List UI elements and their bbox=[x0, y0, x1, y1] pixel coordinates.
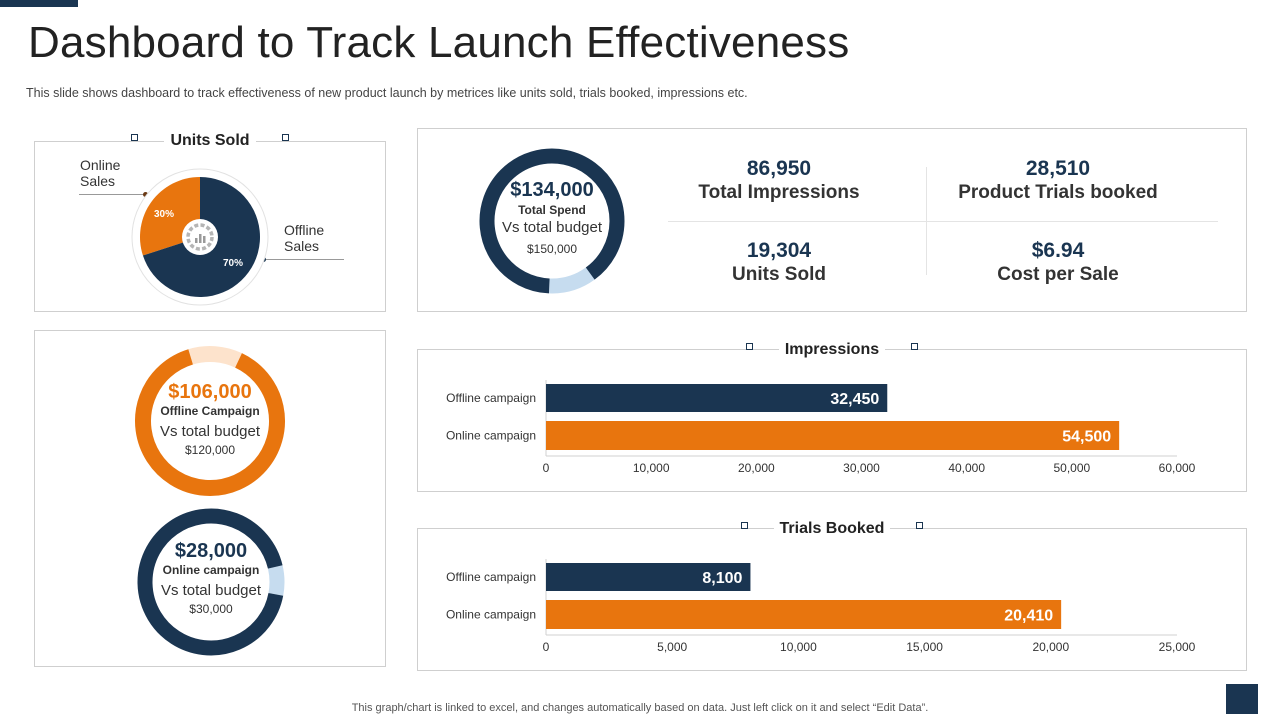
impressions-bar-chart: Offline campaign 32,450 Online campaign 54,… bbox=[446, 380, 1196, 475]
offline-campaign-donut-chart bbox=[135, 346, 285, 496]
total-spend-donut-chart bbox=[479, 148, 625, 294]
offline-campaign-label: Offline Campaign bbox=[160, 404, 260, 418]
trials-booked-title: Trials Booked bbox=[418, 520, 1246, 538]
chart-gear-icon bbox=[186, 223, 214, 251]
impressions-title: Impressions bbox=[418, 341, 1246, 359]
campaign-budget-panel: $106,000 Offline Campaign Vs total budge… bbox=[34, 330, 386, 667]
bar-online-impressions bbox=[546, 421, 1120, 450]
kpi-divider-horizontal bbox=[668, 221, 1218, 222]
online-campaign-donut: $28,000 Online campaign Vs total budget … bbox=[136, 507, 286, 657]
page-subtitle: This slide shows dashboard to track effe… bbox=[26, 86, 748, 100]
title-deco-left bbox=[745, 343, 753, 351]
category-label: Offline campaign bbox=[446, 391, 536, 405]
offline-campaign-budget: $120,000 bbox=[184, 443, 236, 457]
x-tick-label: 10,000 bbox=[633, 461, 670, 475]
x-tick-label: 25,000 bbox=[1159, 640, 1196, 654]
bar-value-label: 54,500 bbox=[1062, 429, 1111, 446]
offline-sales-leader bbox=[264, 259, 344, 260]
offline-campaign-value: $106,000 bbox=[168, 381, 252, 403]
online-campaign-budget: $30,000 bbox=[189, 602, 233, 616]
title-deco-right bbox=[916, 522, 924, 530]
impressions-panel: Impressions Offline campaign 32,450 Online… bbox=[417, 341, 1247, 492]
donut-remaining-arc bbox=[267, 565, 285, 596]
kpi-divider-vertical bbox=[926, 167, 927, 275]
online-sales-leader bbox=[79, 194, 145, 195]
total-spend-label: Total Spend bbox=[518, 203, 586, 217]
x-tick-label: 30,000 bbox=[843, 461, 880, 475]
donut-spent-arc bbox=[137, 508, 284, 656]
online-campaign-value: $28,000 bbox=[174, 540, 248, 562]
kpi-value: 86,950 bbox=[746, 157, 812, 180]
x-tick-label: 0 bbox=[543, 640, 550, 654]
kpi-label: Total Impressions bbox=[698, 182, 860, 203]
x-tick-label: 5,000 bbox=[657, 640, 687, 654]
pie-label-online: 30% bbox=[154, 209, 174, 220]
kpi-panel: $134,000 Total Spend Vs total budget $15… bbox=[417, 128, 1247, 312]
online-sales-marker bbox=[143, 192, 148, 197]
bar-value-label: 20,410 bbox=[1004, 608, 1053, 625]
bar-offline-trials bbox=[546, 563, 751, 591]
trials-booked-bar-chart: Offline campaign 8,100 Online campaign 20,4… bbox=[446, 559, 1196, 654]
title-deco-left bbox=[740, 522, 748, 530]
kpi-units-sold: 19,304 Units Sold bbox=[639, 239, 919, 286]
x-tick-label: 15,000 bbox=[906, 640, 943, 654]
bar-value-label: 32,450 bbox=[830, 391, 879, 408]
online-sales-label: Online Sales bbox=[80, 157, 121, 189]
x-tick-label: 20,000 bbox=[1032, 640, 1069, 654]
kpi-label: Cost per Sale bbox=[997, 264, 1119, 285]
total-spend-donut: $134,000 Total Spend Vs total budget $15… bbox=[478, 147, 626, 295]
category-label: Online campaign bbox=[446, 429, 536, 443]
units-sold-pie-chart: 30% 70% bbox=[131, 168, 269, 306]
donut-remaining-arc bbox=[188, 346, 242, 368]
offline-campaign-donut: $106,000 Offline Campaign Vs total budge… bbox=[134, 345, 286, 497]
kpi-label: Product Trials booked bbox=[958, 182, 1158, 203]
kpi-value: $6.94 bbox=[1031, 239, 1085, 262]
bar-online-trials bbox=[546, 600, 1062, 629]
title-deco-right bbox=[281, 134, 289, 142]
category-label: Offline campaign bbox=[446, 570, 536, 584]
kpi-value: 19,304 bbox=[746, 239, 812, 262]
total-spend-vs: Vs total budget bbox=[501, 219, 603, 236]
kpi-product-trials: 28,510 Product Trials booked bbox=[918, 157, 1198, 204]
title-deco-left bbox=[131, 134, 139, 142]
bar-value-label: 8,100 bbox=[702, 570, 742, 587]
kpi-cost-per-sale: $6.94 Cost per Sale bbox=[918, 239, 1198, 286]
donut-spent-arc bbox=[479, 148, 625, 294]
trials-booked-panel: Trials Booked Offline campaign 8,100 Onlin… bbox=[417, 520, 1247, 671]
units-sold-panel: Units Sold Online Sales Offline Sales 30… bbox=[34, 132, 386, 312]
x-tick-label: 0 bbox=[543, 461, 550, 475]
x-tick-label: 60,000 bbox=[1159, 461, 1196, 475]
page-title: Dashboard to Track Launch Effectiveness bbox=[28, 18, 850, 67]
donut-spent-arc bbox=[135, 349, 285, 496]
online-campaign-vs: Vs total budget bbox=[160, 582, 262, 599]
units-sold-title: Units Sold bbox=[35, 132, 385, 150]
offline-campaign-vs: Vs total budget bbox=[159, 423, 261, 440]
x-tick-label: 20,000 bbox=[738, 461, 775, 475]
x-tick-label: 10,000 bbox=[780, 640, 817, 654]
total-spend-budget: $150,000 bbox=[526, 242, 578, 256]
bar-offline-impressions bbox=[546, 384, 888, 412]
kpi-label: Units Sold bbox=[732, 264, 826, 285]
kpi-value: 28,510 bbox=[1025, 157, 1091, 180]
kpi-total-impressions: 86,950 Total Impressions bbox=[639, 157, 919, 204]
pie-label-offline: 70% bbox=[223, 258, 243, 269]
x-tick-label: 50,000 bbox=[1053, 461, 1090, 475]
footer-note: This graph/chart is linked to excel, and… bbox=[351, 702, 929, 714]
total-spend-value: $134,000 bbox=[510, 179, 594, 201]
offline-sales-label: Offline Sales bbox=[284, 222, 325, 254]
x-tick-label: 40,000 bbox=[948, 461, 985, 475]
category-label: Online campaign bbox=[446, 608, 536, 622]
title-deco-right bbox=[911, 343, 919, 351]
top-accent-bar bbox=[0, 0, 78, 7]
online-campaign-donut-chart bbox=[137, 508, 285, 656]
donut-remaining-arc bbox=[548, 267, 595, 294]
corner-accent-square bbox=[1226, 684, 1258, 714]
online-campaign-label: Online campaign bbox=[162, 563, 260, 577]
